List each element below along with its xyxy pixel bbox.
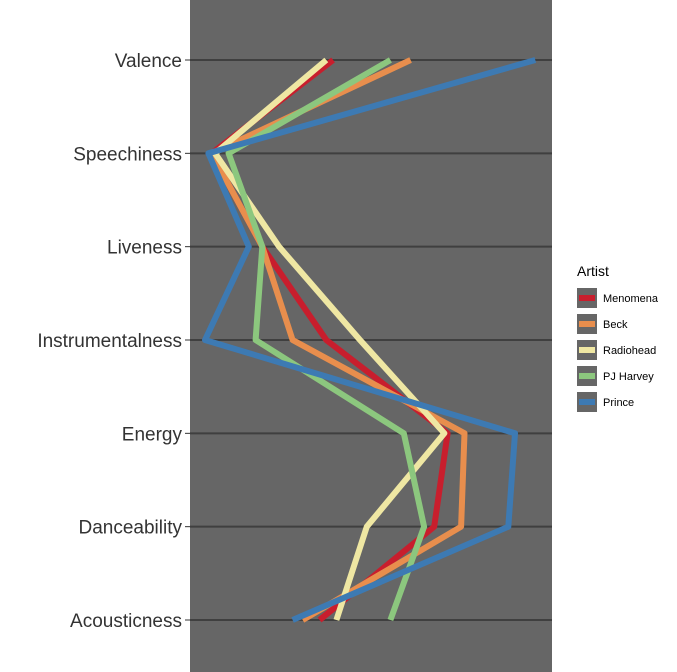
y-tick-label: Valence <box>115 51 182 72</box>
series-line-prince <box>202 57 537 623</box>
legend: Artist Menomena Beck Radiohead PJ Harvey Pri… <box>577 263 659 412</box>
legend-title: Artist <box>577 263 609 279</box>
legend-label: Beck <box>603 319 628 331</box>
y-tick-label: Energy <box>122 424 183 445</box>
series-lines <box>202 57 537 623</box>
legend-label: PJ Harvey <box>603 371 654 383</box>
series-line-pj-harvey <box>225 57 428 622</box>
y-tick-label: Speechiness <box>73 144 182 165</box>
y-tick-label: Liveness <box>107 238 182 259</box>
legend-label: Prince <box>603 397 634 409</box>
y-axis: Valence Speechiness Liveness Instrumentalne… <box>37 51 190 632</box>
plot-panel <box>190 0 552 672</box>
legend-label: Menomena <box>603 293 659 305</box>
y-tick-label: Acousticness <box>70 611 182 632</box>
legend-label: Radiohead <box>603 345 656 357</box>
y-tick-label: Danceability <box>79 518 183 539</box>
y-tick-label: Instrumentalness <box>37 331 182 352</box>
